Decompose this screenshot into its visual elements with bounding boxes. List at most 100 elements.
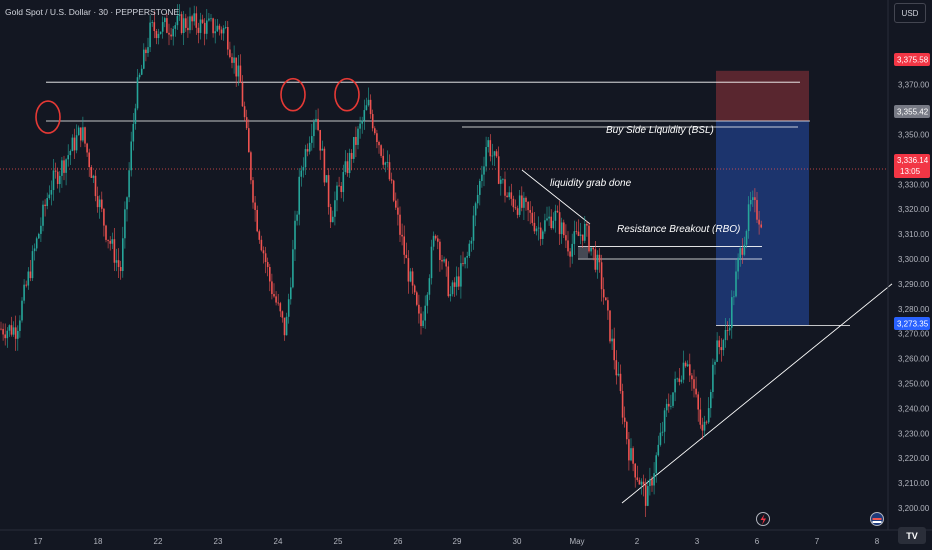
candle-body xyxy=(615,360,618,376)
candle-body xyxy=(596,254,599,270)
candle-body xyxy=(638,480,641,485)
candle-body xyxy=(374,128,376,134)
time-axis[interactable]: 17 18 22 23 24 25 26 29 30 May 2 3 6 7 8 xyxy=(34,537,880,546)
candle-body xyxy=(659,432,662,445)
candle-body xyxy=(458,276,460,287)
candle-body xyxy=(445,259,447,267)
price-tick-label: 3,210.00 xyxy=(898,479,930,488)
candle-body xyxy=(617,373,620,376)
candle-body xyxy=(558,212,561,235)
candle-body xyxy=(14,327,17,339)
candle-body xyxy=(227,27,229,50)
swing-high-circle xyxy=(280,77,306,112)
candle-body xyxy=(90,167,93,178)
candle-body xyxy=(409,271,412,282)
candle-body xyxy=(319,130,321,151)
candle-body xyxy=(153,22,156,32)
candle-body xyxy=(388,162,391,180)
time-tick-label: 7 xyxy=(815,537,820,546)
candle-body xyxy=(439,241,441,260)
candle-body xyxy=(6,330,9,339)
candle-body xyxy=(743,244,746,255)
candle-body xyxy=(754,197,756,201)
candle-body xyxy=(586,223,588,226)
candle-body xyxy=(369,99,372,115)
candle-body xyxy=(407,258,410,282)
candle-body xyxy=(718,340,720,348)
currency-selector[interactable]: USD xyxy=(894,3,926,23)
candle-body xyxy=(529,210,531,213)
candle-body xyxy=(726,330,729,331)
candle-body xyxy=(714,361,716,365)
candle-body xyxy=(653,473,655,486)
candle-body xyxy=(371,114,374,129)
candle-body xyxy=(193,13,195,22)
candle-body xyxy=(403,236,405,255)
candle-body xyxy=(218,25,221,30)
candle-body xyxy=(437,238,439,242)
candle-body xyxy=(243,106,246,118)
price-tick-label: 3,300.00 xyxy=(898,255,930,264)
candle-body xyxy=(224,27,227,28)
candle-body xyxy=(2,328,4,335)
price-tick-label: 3,290.00 xyxy=(898,280,930,289)
candle-body xyxy=(663,410,666,432)
candle-body xyxy=(157,33,160,39)
candle-body xyxy=(256,209,258,232)
candle-body xyxy=(264,253,267,263)
candle-body xyxy=(644,484,647,506)
candle-body xyxy=(707,408,710,423)
candle-body xyxy=(311,136,313,143)
candle-body xyxy=(487,140,489,148)
tradingview-logo[interactable]: TV xyxy=(898,527,926,544)
candle-body xyxy=(619,373,622,392)
candle-body xyxy=(98,199,101,208)
candle-body xyxy=(59,175,61,185)
candle-body xyxy=(143,49,145,69)
candle-body xyxy=(231,57,233,63)
candle-body xyxy=(695,388,697,395)
candle-body xyxy=(573,231,576,244)
price-tag-current: 3,336.14 13:05 xyxy=(894,154,930,178)
candle-body xyxy=(172,28,174,37)
candle-body xyxy=(61,160,63,176)
drawing-lines xyxy=(0,81,893,504)
candle-body xyxy=(159,31,162,34)
price-axis[interactable]: 3,200.00 3,210.00 3,220.00 3,230.00 3,240.00… xyxy=(898,56,930,513)
candle-body xyxy=(579,234,582,236)
candle-body xyxy=(84,127,86,144)
candle-body xyxy=(115,260,118,263)
candle-body xyxy=(277,302,279,304)
candle-body xyxy=(296,214,298,221)
candle-body xyxy=(699,409,702,425)
candle-body xyxy=(73,137,76,151)
candle-body xyxy=(338,185,340,187)
price-tag-bsl-bg xyxy=(894,105,930,118)
candle-body xyxy=(82,127,84,141)
candle-body xyxy=(317,118,319,131)
candle-body xyxy=(462,263,464,265)
candle-body xyxy=(201,19,204,23)
candle-body xyxy=(447,266,450,297)
candle-body xyxy=(306,149,309,152)
candle-body xyxy=(747,204,750,232)
candle-body xyxy=(432,235,435,247)
candle-body xyxy=(12,327,15,335)
lightning-event-icon[interactable] xyxy=(756,512,770,526)
flag-event-icon[interactable] xyxy=(870,512,884,526)
candle-body xyxy=(266,262,269,268)
candle-body xyxy=(283,317,286,336)
candle-body xyxy=(670,405,672,407)
candle-body xyxy=(420,313,422,327)
candle-body xyxy=(168,32,170,35)
candle-body xyxy=(460,263,462,287)
candle-body xyxy=(563,222,565,236)
candle-body xyxy=(378,141,380,146)
candle-body xyxy=(327,175,330,208)
candle-body xyxy=(281,311,284,318)
time-tick-label: 26 xyxy=(394,537,403,546)
candle-body xyxy=(67,155,69,160)
candle-body xyxy=(380,145,382,156)
candle-body xyxy=(453,282,456,287)
